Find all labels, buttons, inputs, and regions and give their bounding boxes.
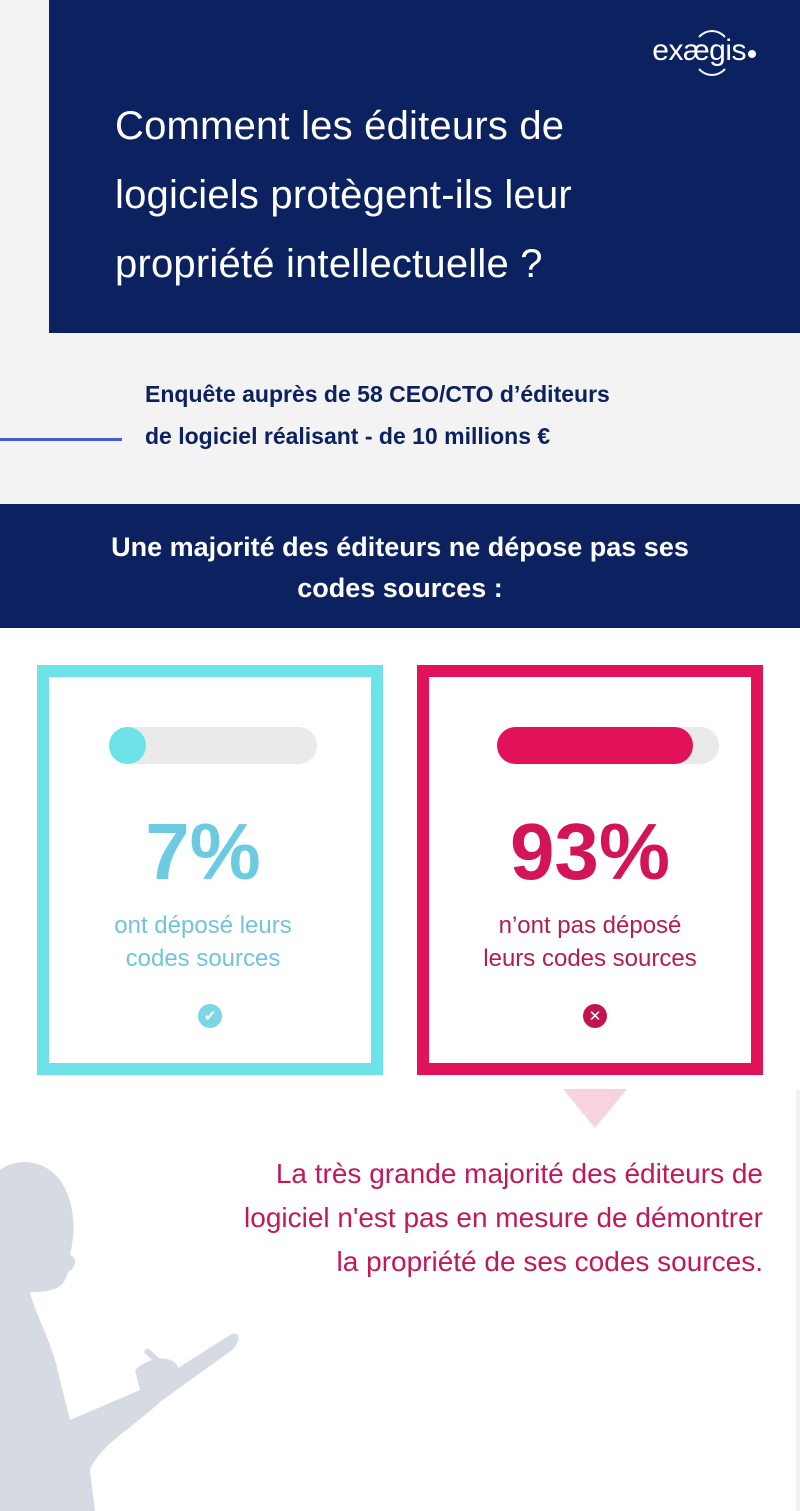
stat-description-line-1: ont déposé leurs [114,912,292,939]
conclusion-statement: La très grande majorité des éditeurs de … [150,1152,763,1284]
title-line-3: propriété intellectuelle ? [115,242,543,286]
stat-percentage: 93% [509,807,671,896]
exaegis-logo: exægis [652,30,756,76]
title-line-1: Comment les éditeurs de [115,104,565,148]
right-edge-strip [796,1090,800,1511]
stat-description-line-1: n’ont pas déposé [498,912,682,939]
stat-card-not-deposited: 93% n’ont pas déposé leurs codes sources… [417,665,763,1075]
stat-description-line-2: codes sources [125,945,281,972]
progress-fill-7-percent [109,727,146,764]
survey-line-1: Enquête auprès de 58 CEO/CTO d’éditeurs [145,381,610,407]
survey-line-2: de logiciel réalisant - de 10 millions € [145,423,551,449]
section-heading-line-2: codes sources : [297,573,503,603]
logo-circular-arrows-icon [692,30,733,76]
x-circle-icon: ✕ [583,1004,607,1028]
stat-description: n’ont pas déposé leurs codes sources [429,909,751,975]
stat-description-line-2: leurs codes sources [483,945,697,972]
section-heading: Une majorité des éditeurs ne dépose pas … [40,527,760,609]
check-circle-icon: ✔ [198,1004,222,1028]
progress-track [497,727,719,764]
hero-banner: exægis Comment les éditeurs de logiciels… [49,0,800,333]
title-line-2: logiciels protègent-ils leur [115,173,572,217]
section-heading-band: Une majorité des éditeurs ne dépose pas … [0,504,800,628]
conclusion-line-1: La très grande majorité des éditeurs de [275,1158,763,1189]
stat-description: ont déposé leurs codes sources [49,909,371,975]
progress-track [109,727,317,764]
survey-accent-line [0,438,122,441]
logo-dot-icon [748,50,756,58]
conclusion-line-3: la propriété de ses codes sources. [336,1246,763,1277]
person-with-clipboard-silhouette-icon [0,1162,239,1511]
section-heading-line-1: Une majorité des éditeurs ne dépose pas … [111,532,689,562]
stat-percentage: 7% [145,807,261,896]
stat-card-deposited: 7% ont déposé leurs codes sources ✔ [37,665,383,1075]
progress-fill-93-percent [497,727,693,764]
down-triangle-pointer-icon [563,1089,627,1128]
page-title: Comment les éditeurs de logiciels protèg… [115,92,735,299]
conclusion-line-2: logiciel n'est pas en mesure de démontre… [244,1202,763,1233]
survey-description: Enquête auprès de 58 CEO/CTO d’éditeurs … [145,373,785,457]
